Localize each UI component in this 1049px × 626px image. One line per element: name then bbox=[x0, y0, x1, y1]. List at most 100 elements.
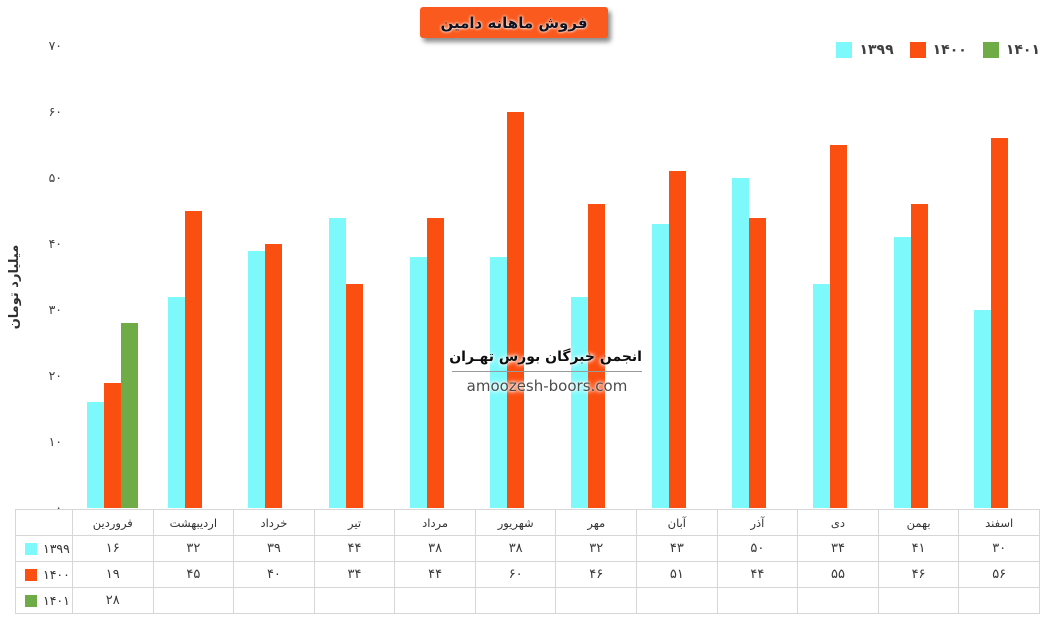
bar-۱۳۹۹-شهریور bbox=[490, 257, 508, 508]
value-cell: ۳۹ bbox=[233, 535, 315, 562]
bar-۱۴۰۰-آذر bbox=[749, 217, 767, 508]
y-tick-label: ۶۰ bbox=[48, 104, 62, 119]
value-cell bbox=[636, 587, 718, 614]
value-cell: ۴۶ bbox=[555, 561, 638, 588]
value-cell: ۶۰ bbox=[474, 561, 557, 588]
plot-area bbox=[72, 46, 1040, 508]
value-cell: ۳۸ bbox=[474, 535, 557, 562]
bar-۱۴۰۱-فروردین bbox=[120, 323, 138, 508]
value-cell: ۵۵ bbox=[797, 561, 879, 588]
table-row-1400: ۱۴۰۰ ۱۹ ۴۵ ۴۰ ۳۴ ۴۴ ۶۰ ۴۶ ۵۱ ۴۴ ۵۵ ۴۶ ۵۶ bbox=[15, 561, 1040, 588]
bar-۱۳۹۹-خرداد bbox=[248, 250, 266, 508]
value-cell: ۴۵ bbox=[152, 561, 235, 588]
month-header-cell: مرداد bbox=[394, 509, 476, 536]
value-cell: ۵۶ bbox=[958, 561, 1040, 588]
legend-item-1401: ۱۴۰۱ bbox=[982, 42, 1040, 58]
bar-۱۴۰۰-تیر bbox=[345, 283, 363, 508]
series-key-cell: ۱۴۰۰ bbox=[15, 561, 73, 588]
value-cell bbox=[394, 587, 476, 614]
value-cell: ۳۸ bbox=[394, 535, 476, 562]
value-cell: ۴۱ bbox=[877, 535, 960, 562]
bar-۱۳۹۹-آبان bbox=[651, 224, 669, 508]
value-cell: ۴۴ bbox=[716, 561, 799, 588]
series-swatch-icon bbox=[25, 568, 37, 581]
chart-legend: ۱۳۹۹ ۱۴۰۰ ۱۴۰۱ bbox=[836, 39, 1040, 61]
series-swatch-icon bbox=[25, 594, 37, 607]
y-tick-label: ۴۰ bbox=[48, 236, 62, 251]
value-cell bbox=[958, 587, 1040, 614]
value-cell bbox=[877, 587, 960, 614]
legend-swatch-icon bbox=[982, 42, 999, 58]
month-header-cell: تیر bbox=[313, 509, 396, 536]
legend-label: ۱۴۰۰ bbox=[932, 42, 967, 58]
y-tick-label: ۰ bbox=[55, 500, 62, 515]
watermark-text: انجمن خبرگان بورس تهـران bbox=[449, 349, 642, 365]
value-cell bbox=[797, 587, 879, 614]
bar-۱۳۹۹-اردیبهشت bbox=[167, 296, 185, 508]
y-axis-title: میلیارد تومان bbox=[7, 244, 22, 330]
legend-item-1399: ۱۳۹۹ bbox=[836, 42, 894, 58]
table-row-months: فروردین اردیبهشت خرداد تیر مرداد شهریور مهر آبا… bbox=[15, 509, 1040, 536]
value-cell: ۵۰ bbox=[716, 535, 799, 562]
value-cell bbox=[233, 587, 315, 614]
bar-۱۳۹۹-دی bbox=[812, 283, 830, 508]
series-key-cell: ۱۴۰۱ bbox=[15, 587, 73, 614]
month-header-cell: اسفند bbox=[958, 509, 1040, 536]
y-tick-label: ۳۰ bbox=[48, 302, 62, 317]
month-header-cell: بهمن bbox=[877, 509, 960, 536]
value-cell: ۴۶ bbox=[877, 561, 960, 588]
series-name: ۱۴۰۱ bbox=[43, 593, 70, 608]
bar-۱۴۰۰-اسفند bbox=[991, 138, 1009, 508]
value-cell bbox=[716, 587, 799, 614]
bar-۱۳۹۹-آذر bbox=[732, 178, 750, 508]
value-cell bbox=[152, 587, 235, 614]
bar-۱۳۹۹-تیر bbox=[328, 217, 346, 508]
y-tick-label: ۵۰ bbox=[48, 170, 62, 185]
bar-۱۴۰۰-مهر bbox=[587, 204, 605, 508]
table-corner-cell bbox=[15, 509, 73, 536]
series-name: ۱۴۰۰ bbox=[43, 567, 70, 582]
bar-۱۳۹۹-بهمن bbox=[893, 237, 911, 508]
bar-۱۳۹۹-فروردین bbox=[86, 402, 104, 508]
bar-۱۳۹۹-مهر bbox=[570, 296, 588, 508]
month-header-cell: شهریور bbox=[474, 509, 557, 536]
value-cell bbox=[555, 587, 638, 614]
chart-title-badge: فروش ماهانه دامین bbox=[420, 7, 608, 38]
chart-title: فروش ماهانه دامین bbox=[440, 13, 588, 32]
value-cell: ۴۳ bbox=[636, 535, 718, 562]
watermark: انجمن خبرگان بورس تهـران amoozesh-boors.… bbox=[449, 349, 642, 395]
bar-۱۴۰۰-فروردین bbox=[103, 382, 121, 508]
bar-۱۳۹۹-اسفند bbox=[974, 310, 992, 508]
watermark-divider bbox=[452, 371, 642, 372]
month-header-cell: اردیبهشت bbox=[152, 509, 235, 536]
value-cell: ۳۴ bbox=[313, 561, 396, 588]
bar-۱۴۰۰-مرداد bbox=[426, 217, 444, 508]
legend-item-1400: ۱۴۰۰ bbox=[909, 42, 967, 58]
value-cell: ۳۴ bbox=[797, 535, 879, 562]
month-header-cell: فروردین bbox=[72, 509, 154, 536]
bar-۱۳۹۹-مرداد bbox=[409, 257, 427, 508]
bar-۱۴۰۰-اردیبهشت bbox=[184, 211, 202, 508]
month-header-cell: آذر bbox=[716, 509, 799, 536]
series-key: ۱۴۰۰ bbox=[17, 567, 72, 582]
bar-۱۴۰۰-شهریور bbox=[507, 112, 525, 508]
bar-۱۴۰۰-آبان bbox=[668, 171, 686, 508]
series-name: ۱۳۹۹ bbox=[43, 541, 70, 556]
series-key: ۱۴۰۱ bbox=[17, 593, 72, 608]
value-cell: ۳۲ bbox=[555, 535, 638, 562]
value-cell: ۳۲ bbox=[152, 535, 235, 562]
watermark-url: amoozesh-boors.com bbox=[466, 377, 628, 395]
value-cell: ۴۴ bbox=[394, 561, 476, 588]
series-key-cell: ۱۳۹۹ bbox=[15, 535, 73, 562]
y-tick-label: ۱۰ bbox=[48, 434, 62, 449]
bar-۱۴۰۰-بهمن bbox=[910, 204, 928, 508]
y-tick-label: ۷۰ bbox=[48, 38, 62, 53]
series-key: ۱۳۹۹ bbox=[17, 541, 72, 556]
value-cell: ۲۸ bbox=[72, 587, 154, 614]
legend-swatch-icon bbox=[836, 42, 853, 58]
month-header-cell: خرداد bbox=[233, 509, 315, 536]
value-cell: ۱۹ bbox=[72, 561, 154, 588]
legend-swatch-icon bbox=[909, 42, 926, 58]
value-cell bbox=[474, 587, 557, 614]
